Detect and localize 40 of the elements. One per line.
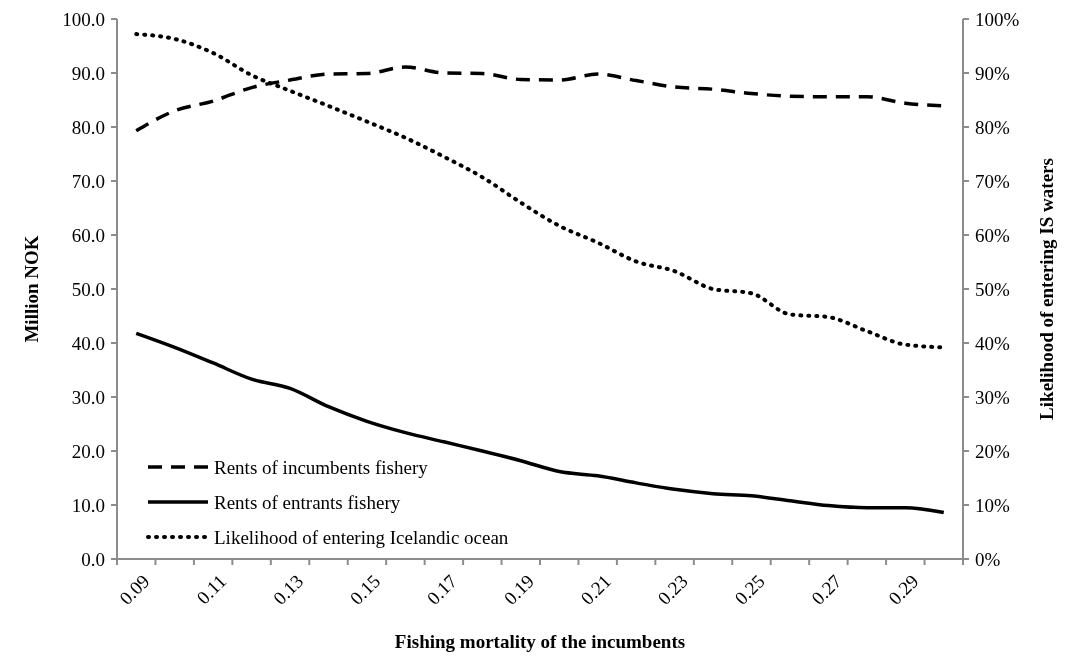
y-tick-label: 50.0 (71, 278, 105, 300)
y2-tick-label: 30% (975, 386, 1010, 408)
legend-label: Likelihood of entering Icelandic ocean (214, 526, 509, 548)
legend-label: Rents of entrants fishery (214, 491, 401, 513)
x-tick-label: 0.19 (499, 570, 539, 609)
y2-tick-label: 70% (975, 170, 1010, 192)
x-tick-label: 0.21 (576, 570, 615, 609)
y-tick-label: 60.0 (71, 224, 105, 246)
y-tick-label: 20.0 (71, 440, 105, 462)
y2-tick-label: 60% (975, 224, 1010, 246)
y2-tick-label: 40% (975, 332, 1010, 354)
x-tick-label: 0.11 (192, 570, 231, 609)
x-tick-label: 0.09 (115, 570, 154, 609)
x-tick-label: 0.13 (268, 570, 308, 609)
x-tick-label: 0.23 (653, 570, 692, 609)
y-tick-label: 10.0 (71, 494, 105, 516)
x-tick-label: 0.15 (345, 570, 385, 609)
y-axis-title: Million NOK (21, 235, 42, 343)
y-tick-label: 90.0 (71, 62, 105, 84)
y2-tick-label: 10% (975, 494, 1010, 516)
line-series (134, 331, 946, 515)
y-tick-label: 30.0 (71, 386, 105, 408)
legend-label: Rents of incumbents fishery (214, 456, 429, 478)
y2-tick-label: 90% (975, 62, 1010, 84)
x-tick-label: 0.27 (807, 570, 846, 609)
y-tick-label: 80.0 (71, 116, 105, 138)
x-tick-label: 0.29 (884, 570, 923, 609)
y-tick-label: 100.0 (62, 8, 105, 30)
y2-tick-label: 100% (975, 8, 1020, 30)
y-tick-label: 70.0 (71, 170, 105, 192)
y2-tick-label: 80% (975, 116, 1010, 138)
y2-tick-label: 20% (975, 440, 1010, 462)
y2-tick-label: 50% (975, 278, 1010, 300)
y2-tick-label: 0% (975, 548, 1001, 570)
x-tick-label: 0.17 (422, 570, 462, 609)
x-tick-label: 0.25 (730, 570, 769, 609)
y-tick-label: 40.0 (71, 332, 105, 354)
y2-axis-title: Likelihood of entering IS waters (1036, 158, 1057, 420)
x-axis-title: Fishing mortality of the incumbents (394, 631, 686, 652)
y-tick-label: 0.0 (81, 548, 105, 570)
